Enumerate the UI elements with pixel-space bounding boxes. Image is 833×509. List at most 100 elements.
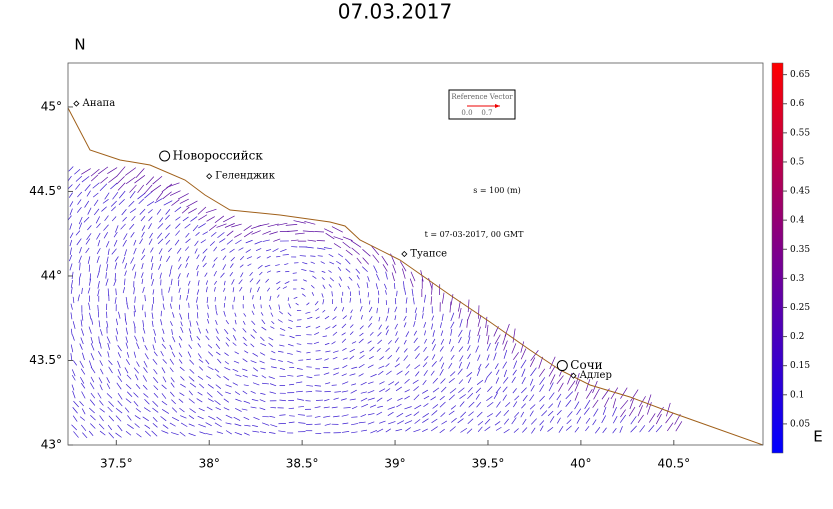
current-vector (69, 254, 73, 262)
current-vector (154, 198, 163, 204)
current-vector (106, 383, 111, 390)
current-vector (143, 407, 151, 413)
current-vector (360, 397, 368, 402)
current-vector (152, 344, 155, 351)
current-vector (486, 401, 494, 408)
current-vector (141, 263, 144, 270)
current-vector (511, 343, 517, 354)
current-vector (150, 256, 154, 263)
current-vector (122, 216, 127, 222)
current-vector (279, 414, 286, 416)
current-vector (142, 248, 145, 254)
current-vector (140, 272, 144, 278)
current-vector (467, 392, 474, 400)
current-vector (439, 395, 445, 401)
current-vector (118, 190, 126, 199)
current-vector (521, 377, 526, 385)
current-vector (387, 354, 393, 360)
current-vector (115, 407, 123, 414)
current-vector (153, 368, 158, 375)
current-vector (342, 422, 349, 425)
current-vector (278, 304, 281, 310)
current-vector (100, 329, 103, 336)
current-vector (583, 407, 590, 415)
current-vector (205, 375, 211, 379)
current-vector (244, 424, 251, 427)
current-vector (392, 264, 397, 274)
reference-title: Reference Vector (451, 93, 513, 101)
x-tick-label: 40° (570, 457, 591, 471)
current-vector (78, 222, 83, 230)
current-vector (93, 208, 100, 216)
current-vector (233, 296, 236, 303)
current-vector (268, 304, 272, 310)
current-vector (117, 360, 121, 369)
current-vector (215, 351, 221, 356)
current-vector (223, 215, 235, 223)
current-vector (495, 411, 502, 418)
current-vector (332, 356, 338, 360)
current-vector (196, 312, 199, 319)
current-vector (216, 374, 221, 379)
current-vector (467, 336, 471, 345)
current-vector (511, 376, 516, 383)
current-vector (358, 363, 365, 368)
current-vector (539, 395, 545, 402)
current-vector (529, 404, 536, 410)
current-vector (315, 308, 320, 312)
current-vector (305, 246, 314, 249)
current-vector (127, 424, 134, 429)
current-vector (178, 342, 182, 348)
current-vector (381, 255, 389, 266)
current-vector (422, 306, 425, 313)
current-vector (223, 310, 226, 317)
current-vector (367, 322, 372, 328)
current-vector (521, 368, 526, 377)
current-vector (199, 383, 205, 389)
current-vector (99, 400, 104, 406)
current-vector (198, 358, 204, 363)
colorbar-tick-label: 0.35 (790, 245, 810, 255)
current-vector (106, 336, 111, 344)
current-vector (87, 256, 91, 264)
current-vector (243, 313, 247, 317)
colorbar-tick-label: 0.1 (790, 390, 804, 400)
current-vector (593, 388, 600, 400)
current-vector (313, 341, 320, 344)
current-vector (186, 295, 189, 301)
current-vector (405, 413, 412, 418)
current-vector (347, 285, 350, 290)
current-vector (168, 286, 171, 293)
current-vector (108, 360, 113, 366)
current-vector (108, 366, 113, 374)
current-vector (234, 312, 237, 317)
current-vector (88, 326, 92, 334)
current-vector (83, 216, 90, 223)
north-label: N (74, 36, 85, 54)
current-vector (477, 334, 481, 343)
current-vector (295, 390, 303, 393)
current-vector (306, 385, 314, 387)
current-vector (115, 288, 117, 296)
current-vector (213, 246, 218, 252)
current-vector (152, 358, 158, 365)
current-vector (87, 225, 92, 231)
current-vector (328, 253, 334, 258)
current-vector (360, 429, 368, 432)
current-vector (345, 258, 351, 265)
current-vector (212, 263, 216, 268)
current-vector (242, 358, 248, 363)
current-vector (225, 430, 232, 435)
current-vector (395, 428, 403, 432)
current-vector (486, 396, 493, 402)
current-vector (495, 377, 500, 384)
current-vector (423, 346, 427, 352)
current-vector (379, 388, 386, 393)
current-vector (170, 303, 172, 309)
current-vector (485, 316, 488, 328)
current-vector (620, 387, 628, 399)
current-vector (196, 321, 199, 326)
current-vector (513, 360, 518, 369)
current-vector (84, 184, 91, 192)
current-vector (459, 394, 466, 399)
